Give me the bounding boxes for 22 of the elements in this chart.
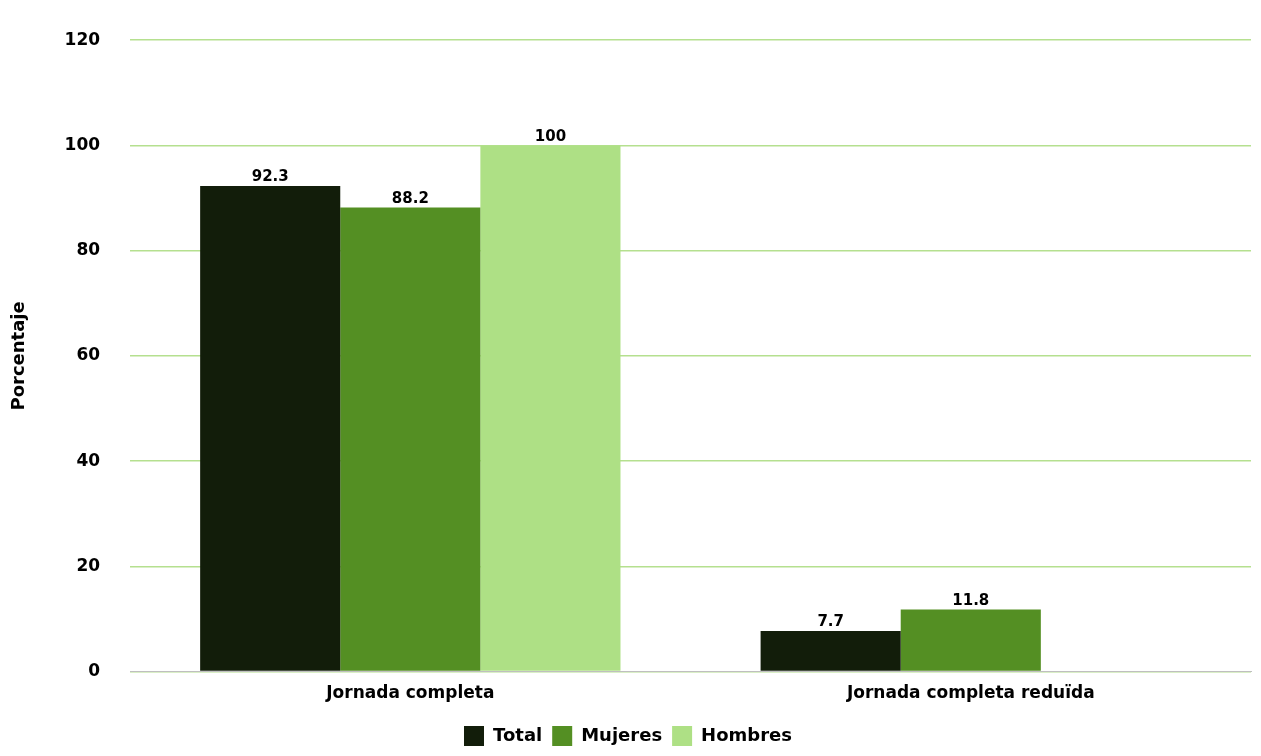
data-label: 7.7 bbox=[817, 612, 844, 631]
bar bbox=[340, 207, 481, 671]
y-axis-title: Porcentaje bbox=[7, 301, 29, 411]
x-tick-label: Jornada completa bbox=[325, 682, 495, 703]
y-tick-label: 80 bbox=[76, 239, 101, 260]
y-tick-label: 40 bbox=[76, 449, 101, 470]
legend-label: Hombres bbox=[701, 723, 792, 745]
data-label: 100 bbox=[534, 126, 567, 145]
y-tick-label: 20 bbox=[76, 554, 101, 575]
bar bbox=[760, 631, 901, 671]
y-tick-label: 120 bbox=[64, 28, 101, 49]
bar bbox=[900, 609, 1041, 671]
data-label: 92.3 bbox=[251, 167, 289, 186]
legend-label: Mujeres bbox=[581, 723, 663, 745]
y-tick-label: 100 bbox=[64, 133, 101, 154]
bar bbox=[200, 185, 341, 671]
data-label: 88.2 bbox=[391, 188, 429, 207]
x-tick-label: Jornada completa reduïda bbox=[845, 682, 1095, 703]
legend-label: Total bbox=[493, 723, 543, 745]
data-label: 11.8 bbox=[952, 590, 990, 609]
y-tick-label: 0 bbox=[88, 660, 101, 681]
y-tick-label: 60 bbox=[76, 344, 101, 365]
